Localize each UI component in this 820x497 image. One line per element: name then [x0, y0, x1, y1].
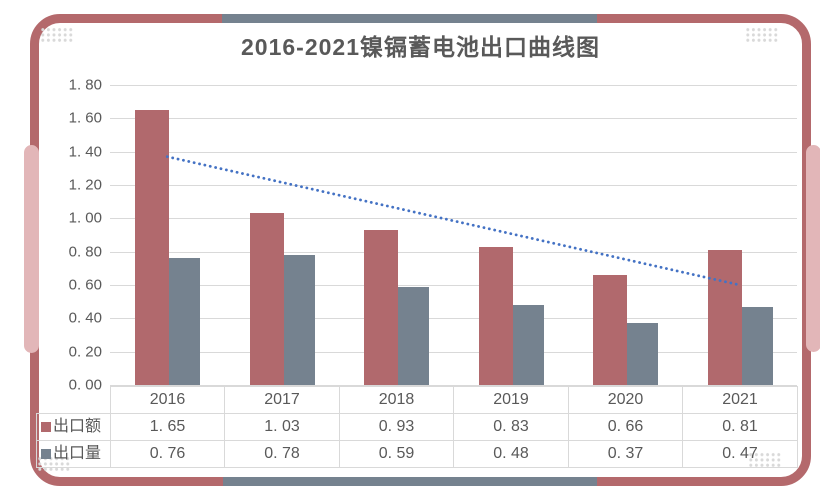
- dot-grid-icon: [40, 27, 73, 43]
- table-row-header-export-volume: 出口量: [36, 440, 111, 468]
- table-corner-blank: [37, 387, 111, 414]
- bar-export-volume-2020: [627, 323, 658, 385]
- bar-export-value-2020: [593, 275, 627, 385]
- gridline: [110, 385, 797, 386]
- y-axis-tick-label: 0. 00: [68, 376, 102, 394]
- y-axis-tick-label: 0. 60: [68, 276, 102, 294]
- table-cell-export-value-2016: 1. 65: [110, 413, 225, 441]
- bar-export-volume-2018: [398, 286, 429, 385]
- border-accent-segment-bottom: [223, 477, 597, 486]
- table-col-header-2017: 2017: [224, 386, 340, 414]
- gridline: [110, 318, 797, 320]
- table-cell-export-value-2021: 0. 81: [682, 413, 798, 441]
- y-axis-tick-label: 1. 40: [68, 143, 102, 161]
- table-cell-export-value-2019: 0. 83: [453, 413, 569, 441]
- table-col-header-2018: 2018: [339, 386, 454, 414]
- table-cell-export-volume-2017: 0. 78: [224, 440, 340, 468]
- table-col-header-2019: 2019: [453, 386, 569, 414]
- gridline: [110, 185, 797, 186]
- y-axis-tick-label: 1. 00: [68, 209, 102, 227]
- gridline: [110, 151, 797, 153]
- border-accent-segment-top: [222, 14, 597, 23]
- gridline: [110, 85, 797, 86]
- capsule-accent-left: [24, 145, 39, 353]
- y-axis-tick-label: 1. 80: [68, 76, 102, 94]
- bar-export-value-2018: [364, 230, 398, 385]
- table-cell-export-value-2020: 0. 66: [568, 413, 683, 441]
- data-table: 2016 2017 2018 2019 2020 2021 出口额 1. 65 1. 03 0. …: [36, 386, 798, 468]
- gridline: [110, 118, 797, 120]
- y-axis-tick-label: 1. 20: [68, 176, 102, 194]
- table-col-header-2021: 2021: [682, 386, 798, 414]
- table-cell-export-volume-2019: 0. 48: [453, 440, 569, 468]
- gridline: [110, 351, 797, 353]
- table-cell-export-value-2017: 1. 03: [224, 413, 340, 441]
- bar-export-volume-2021: [741, 306, 773, 385]
- table-row-header-export-value: 出口额: [36, 413, 111, 441]
- table-cell-export-volume-2018: 0. 59: [339, 440, 454, 468]
- bar-export-volume-2017: [283, 255, 315, 385]
- dot-grid-icon: [745, 27, 778, 43]
- legend-marker-export-volume-icon: [41, 449, 51, 459]
- capsule-accent-right: [806, 145, 820, 352]
- table-cell-export-volume-2021: 0. 47: [682, 440, 798, 468]
- y-axis-tick-label: 1. 60: [68, 109, 102, 127]
- gridline: [110, 285, 797, 286]
- bar-export-value-2021: [707, 250, 742, 385]
- gridline: [110, 218, 797, 220]
- table-cell-export-value-2018: 0. 93: [339, 413, 454, 441]
- legend-marker-export-value-icon: [41, 422, 51, 432]
- y-axis-tick-label: 0. 40: [68, 309, 102, 327]
- bar-export-value-2019: [478, 246, 513, 385]
- y-axis-tick-label: 0. 20: [68, 343, 102, 361]
- bar-export-volume-2019: [512, 305, 544, 385]
- table-cell-export-volume-2020: 0. 37: [568, 440, 683, 468]
- gridline: [110, 251, 797, 253]
- bar-export-value-2016: [135, 110, 169, 385]
- table-col-header-2016: 2016: [110, 386, 225, 414]
- bar-export-volume-2016: [169, 258, 200, 385]
- table-row-header-label: 出口量: [53, 445, 102, 462]
- table-cell-export-volume-2016: 0. 76: [110, 440, 225, 468]
- y-axis-tick-label: 0. 80: [68, 243, 102, 261]
- bar-export-value-2017: [249, 213, 284, 385]
- table-row-header-label: 出口额: [53, 418, 102, 435]
- table-col-header-2020: 2020: [568, 386, 683, 414]
- chart-title: 2016-2021镍镉蓄电池出口曲线图: [241, 34, 600, 60]
